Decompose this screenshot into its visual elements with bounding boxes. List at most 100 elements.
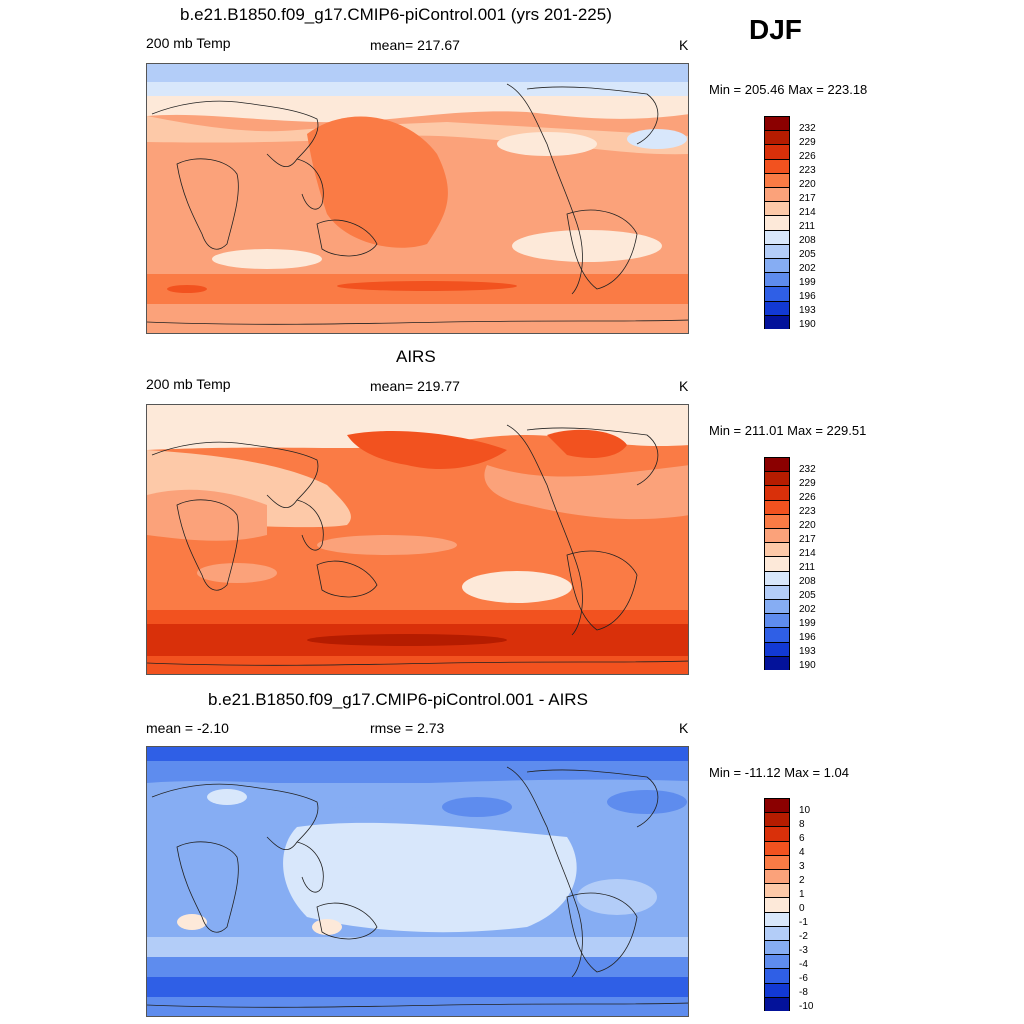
- cb2-swatch-11: [765, 613, 789, 628]
- cb3-swatch-9: [765, 925, 789, 941]
- cb3-swatch-1: [765, 812, 789, 827]
- cb3-swatch-11: [765, 954, 789, 969]
- cb3-tick-0: 10: [799, 805, 811, 816]
- cb1-tick-12: 196: [799, 291, 816, 302]
- cb3-swatch-7: [765, 897, 789, 913]
- cb1-swatch-4: [765, 172, 789, 188]
- cb2-swatch-3: [765, 499, 789, 515]
- cb3-swatch-10: [765, 940, 789, 955]
- cb3-swatch-3: [765, 840, 789, 856]
- cb1-swatch-13: [765, 300, 789, 316]
- cb2-swatch-1: [765, 471, 789, 486]
- cb3-tick-3: 4: [799, 847, 805, 858]
- cb2-tick-2: 226: [799, 492, 816, 503]
- cb1-swatch-2: [765, 144, 789, 160]
- panel3-rmse-label: rmse = 2.73: [370, 720, 445, 736]
- cb1-swatch-8: [765, 229, 789, 245]
- panel1-mean-label: mean= 217.67: [370, 37, 460, 53]
- cb3-tick-11: -4: [799, 959, 808, 970]
- cb2-swatch-6: [765, 542, 789, 557]
- cb3-swatch-2: [765, 826, 789, 842]
- cb1-tick-6: 214: [799, 207, 816, 218]
- panel3-units-label: K: [679, 720, 689, 736]
- cb2-swatch-7: [765, 556, 789, 572]
- cb1-tick-0: 232: [799, 123, 816, 134]
- cb2-tick-3: 223: [799, 506, 816, 517]
- cb1-swatch-14: [765, 314, 789, 330]
- panel2-map: [146, 404, 689, 675]
- cb3-tick-1: 8: [799, 819, 805, 830]
- cb1-tick-13: 193: [799, 305, 816, 316]
- cb3-tick-4: 3: [799, 861, 805, 872]
- cb2-tick-5: 217: [799, 534, 816, 545]
- cb2-tick-1: 229: [799, 478, 816, 489]
- cb1-tick-5: 217: [799, 193, 816, 204]
- cb2-tick-8: 208: [799, 576, 816, 587]
- cb2-tick-6: 214: [799, 548, 816, 559]
- cb2-swatch-13: [765, 641, 789, 657]
- cb1-swatch-5: [765, 187, 789, 202]
- cb2-swatch-8: [765, 570, 789, 586]
- panel2-mean-label: mean= 219.77: [370, 378, 460, 394]
- season-label: DJF: [749, 14, 802, 45]
- cb2-swatch-0: [765, 457, 789, 472]
- panel3-title: b.e21.B1850.f09_g17.CMIP6-piControl.001 …: [208, 690, 588, 709]
- panel1-units-label: K: [679, 37, 689, 53]
- panel1-map-svg: [147, 64, 688, 333]
- cb3-tick-8: -1: [799, 917, 808, 928]
- cb2-tick-7: 211: [799, 562, 815, 573]
- cb2-tick-14: 190: [799, 660, 816, 671]
- panel3-map-svg: [147, 747, 688, 1016]
- cb1-swatch-6: [765, 201, 789, 216]
- cb1-tick-3: 223: [799, 165, 816, 176]
- cb2-swatch-5: [765, 528, 789, 543]
- cb3-swatch-5: [765, 869, 789, 884]
- cb1-tick-11: 199: [799, 277, 816, 288]
- panel1-variable-label: 200 mb Temp: [146, 35, 231, 51]
- panel3-minmax: Min = -11.12 Max = 1.04: [709, 765, 849, 780]
- panel1-minmax: Min = 205.46 Max = 223.18: [709, 82, 868, 97]
- cb1-tick-14: 190: [799, 319, 816, 330]
- cb3-tick-14: -10: [799, 1001, 814, 1012]
- cb1-tick-10: 202: [799, 263, 816, 274]
- cb1-tick-8: 208: [799, 235, 816, 246]
- panel2-units-label: K: [679, 378, 689, 394]
- cb3-tick-7: 0: [799, 903, 805, 914]
- cb1-swatch-10: [765, 258, 789, 273]
- panel2-minmax: Min = 211.01 Max = 229.51: [709, 423, 867, 438]
- cb3-tick-12: -6: [799, 973, 808, 984]
- cb3-tick-6: 1: [799, 889, 805, 900]
- cb1-tick-7: 211: [799, 221, 815, 232]
- cb3-swatch-0: [765, 798, 789, 813]
- panel3-colorbar: 10 8 6 4 3 2 1 0 -1 -2 -3 -4 -6 -8 -10: [764, 798, 813, 1012]
- panel2-map-svg: [147, 405, 688, 674]
- panel1-colorbar: 232 229 226 223 220 217 214 211 208 205 …: [764, 116, 816, 330]
- panel2-colorbar: 232 229 226 223 220 217 214 211 208 205 …: [764, 457, 816, 671]
- cb2-tick-10: 202: [799, 604, 816, 615]
- cb2-tick-9: 205: [799, 590, 816, 601]
- panel2-title: AIRS: [396, 347, 436, 366]
- cb1-swatch-7: [765, 215, 789, 231]
- cb1-tick-9: 205: [799, 249, 816, 260]
- cb2-tick-4: 220: [799, 520, 816, 531]
- cb2-tick-13: 193: [799, 646, 816, 657]
- cb3-swatch-8: [765, 911, 789, 927]
- panel2-variable-label: 200 mb Temp: [146, 376, 231, 392]
- cb1-swatch-0: [765, 116, 789, 131]
- cb2-swatch-12: [765, 627, 789, 643]
- cb2-swatch-4: [765, 513, 789, 529]
- cb2-tick-0: 232: [799, 464, 816, 475]
- cb1-tick-2: 226: [799, 151, 816, 162]
- cb1-swatch-11: [765, 272, 789, 287]
- panel3-colorbar-swatches: [764, 798, 790, 1012]
- cb2-swatch-9: [765, 584, 789, 600]
- panel3-mean-label: mean = -2.10: [146, 720, 229, 736]
- panel1-map: [146, 63, 689, 334]
- cb1-swatch-12: [765, 286, 789, 302]
- cb3-swatch-12: [765, 968, 789, 984]
- cb1-swatch-9: [765, 243, 789, 259]
- cb2-swatch-10: [765, 599, 789, 614]
- cb2-swatch-14: [765, 655, 789, 671]
- cb3-tick-2: 6: [799, 833, 805, 844]
- cb1-tick-1: 229: [799, 137, 816, 148]
